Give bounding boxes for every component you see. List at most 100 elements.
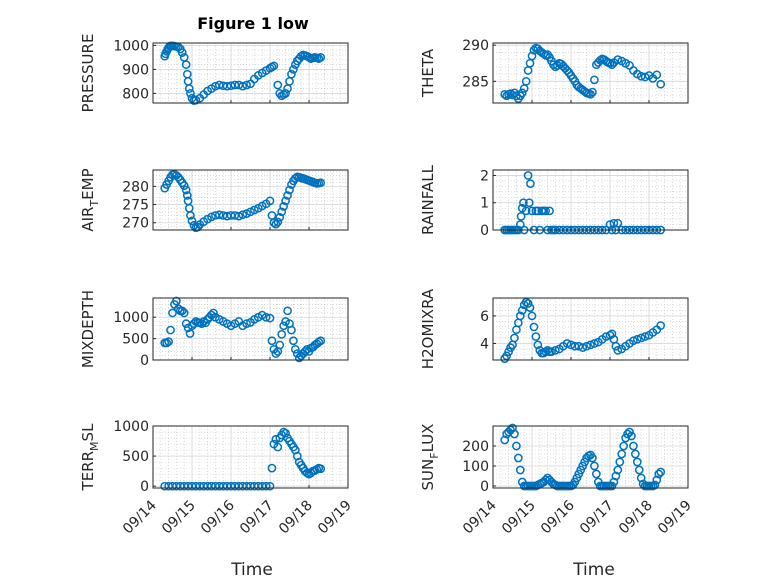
data-point [273,80,283,90]
data-point [273,442,283,452]
data-point [654,469,664,479]
data-point [605,58,615,68]
y-tick-label: 500 [122,449,149,465]
axes-background [152,425,349,489]
data-point [316,464,326,474]
data-point [613,346,623,355]
data-point [595,55,605,65]
data-point [605,220,615,229]
y-tick-label: 1000 [113,310,149,326]
data-point [514,453,523,463]
data-point [172,296,181,306]
x-tick-label: 09/15 [499,498,539,538]
data-point [515,465,525,475]
y-axis-label-tail: SL [79,423,97,442]
x-tick-label: 09/18 [616,498,656,538]
data-point [510,333,519,343]
data-point [168,308,177,318]
x-tick-label: 09/19 [655,498,695,538]
x-tick-label: 09/19 [315,498,355,538]
data-point [533,340,543,350]
data-point [285,185,294,195]
data-point [283,306,292,316]
data-point [525,303,535,312]
data-point [238,81,248,91]
data-point [640,72,650,82]
data-point [590,75,599,85]
y-tick-label: 275 [122,198,149,214]
data-point [271,219,281,229]
axes-frame [152,297,349,361]
data-point [214,210,224,220]
data-point [613,218,623,228]
data-point [316,53,326,62]
data-point [607,329,617,339]
data-point [607,60,617,70]
data-point [527,51,537,61]
data-point [287,69,296,79]
data-point [279,202,288,211]
data-point [578,343,588,352]
data-point [209,308,218,318]
x-tick-label: 09/15 [159,498,199,538]
data-point [590,339,599,348]
data-point [238,210,248,220]
data-point [588,453,597,463]
data-point [267,463,277,473]
y-axis-label: MIXDEPTH [79,290,97,368]
data-point [179,308,189,318]
data-point [277,207,287,217]
y-axis-label-main: PRESSURE [79,34,97,113]
x-tick-label: 09/18 [276,498,316,538]
data-point [517,88,527,98]
data-point [281,196,290,206]
data-point [527,311,537,321]
data-point [515,311,525,321]
y-axis-label-tail: LUX [419,424,437,453]
data-point [529,45,539,55]
data-point [269,218,279,228]
data-point [316,178,326,188]
data-point [261,312,271,322]
axes-frame [152,42,349,104]
data-point [523,171,533,180]
y-axis-label: SUNFLUX [419,424,441,491]
x-tick-label: 09/14 [120,497,160,537]
y-tick-label: 100 [462,459,489,475]
y-tick-label: 280 [122,179,149,195]
data-point [529,322,539,332]
data-point [275,89,285,98]
data-point [517,306,527,315]
x-tick-label: 09/17 [237,498,277,538]
data-point [512,441,521,451]
data-point [283,191,292,200]
x-tick-label: 09/17 [577,498,617,538]
subplot-6: 4 6 H2OMIXRA [419,288,689,369]
y-tick-label: 500 [122,332,149,348]
data-point [632,334,642,344]
data-point [277,329,287,339]
data-point [265,481,275,491]
data-point [267,336,277,346]
data-point [531,332,541,341]
y-axis-label-subscript: M [88,441,101,451]
y-tick-label: 1 [480,196,489,212]
data-point [242,80,251,90]
data-point [516,212,526,221]
data-point [553,61,562,70]
y-axis-label: AIRTEMP [79,168,101,231]
y-tick-label: 0 [480,479,489,495]
data-point [265,196,275,206]
data-point [234,211,244,221]
data-point [230,80,240,90]
data-point [273,217,283,227]
data-point [181,60,191,69]
data-point [586,340,595,350]
data-point [586,89,595,99]
data-point [652,70,662,80]
data-point [541,206,551,216]
data-point [613,465,623,475]
y-tick-label: 4 [480,336,489,352]
data-point [521,76,531,86]
data-point [615,457,625,467]
